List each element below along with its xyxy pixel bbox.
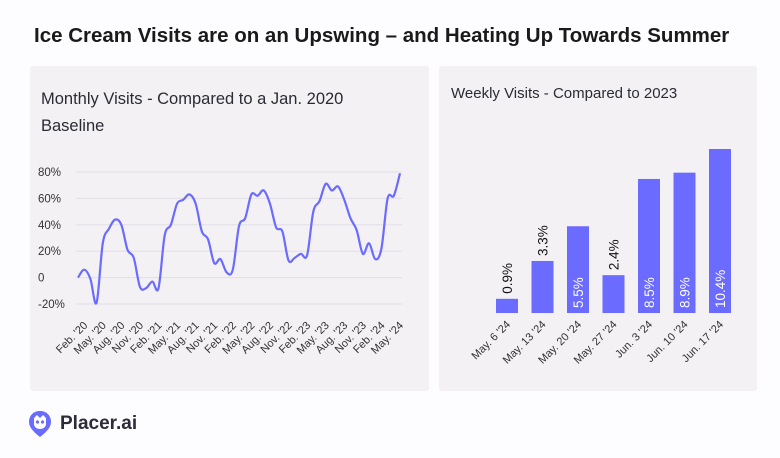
weekly-bar xyxy=(709,149,731,313)
placer-pin-icon xyxy=(29,411,51,437)
y-tick-label: 0 xyxy=(38,273,44,285)
y-tick-label: 20% xyxy=(38,246,61,258)
bar-value-label: 8.9% xyxy=(678,277,693,308)
bar-value-label: 3.3% xyxy=(536,225,551,256)
page-title: Ice Cream Visits are on an Upswing – and… xyxy=(34,24,730,47)
weekly-visits-panel: Weekly Visits - Compared to 2023 0.9% May… xyxy=(439,66,757,391)
weekly-bar xyxy=(531,260,554,313)
bar-value-label: 0.9% xyxy=(500,263,515,294)
weekly-chart-title: Weekly Visits - Compared to 2023 xyxy=(451,85,678,102)
monthly-chart-title: Monthly Visits - Compared to a Jan. 2020… xyxy=(41,90,344,135)
monthly-visits-panel: Monthly Visits - Compared to a Jan. 2020… xyxy=(30,66,429,391)
weekly-bar xyxy=(638,178,660,313)
bar-value-label: 2.4% xyxy=(607,239,622,270)
y-tick-label: 60% xyxy=(38,193,61,205)
placer-logo: Placer.ai xyxy=(28,410,137,438)
weekly-bar xyxy=(567,226,589,313)
bar-value-label: 8.5% xyxy=(642,277,657,308)
brand-name: Placer.ai xyxy=(60,413,138,434)
monthly-visits-line xyxy=(77,173,402,305)
y-tick-label: 80% xyxy=(38,167,61,179)
weekly-bar xyxy=(602,275,625,313)
bar-value-label: 10.4% xyxy=(713,270,728,308)
y-tick-label: 40% xyxy=(38,220,61,232)
weekly-visits-chart: 0.9%May. 6 '243.3%May. 13 '245.5%May. 20… xyxy=(470,149,731,367)
bar-value-label: 5.5% xyxy=(571,277,586,308)
weekly-bar xyxy=(496,298,518,313)
y-tick-label: -20% xyxy=(38,299,65,311)
weekly-bar xyxy=(673,172,696,313)
